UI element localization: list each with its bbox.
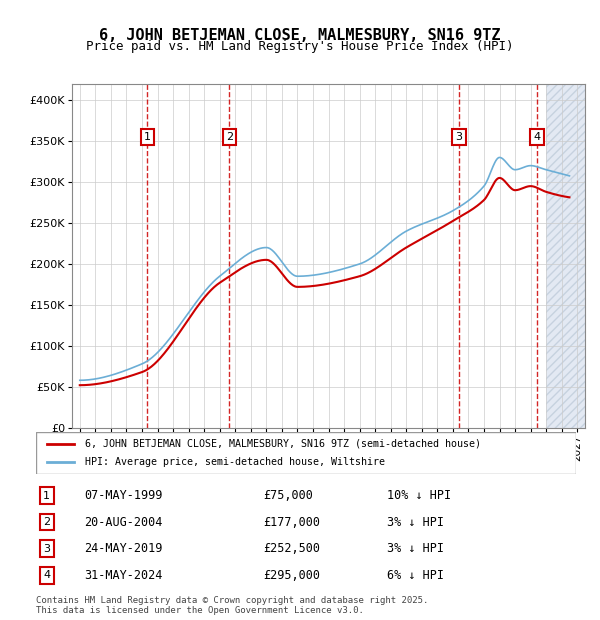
Text: 1: 1 [43,490,50,500]
Text: Contains HM Land Registry data © Crown copyright and database right 2025.
This d: Contains HM Land Registry data © Crown c… [36,596,428,615]
FancyBboxPatch shape [36,432,576,474]
Text: 10% ↓ HPI: 10% ↓ HPI [387,489,451,502]
Text: 31-MAY-2024: 31-MAY-2024 [85,569,163,582]
Text: 20-AUG-2004: 20-AUG-2004 [85,516,163,529]
Bar [546,84,585,428]
Text: 3: 3 [43,544,50,554]
Text: Price paid vs. HM Land Registry's House Price Index (HPI): Price paid vs. HM Land Registry's House … [86,40,514,53]
Text: 07-MAY-1999: 07-MAY-1999 [85,489,163,502]
Text: 4: 4 [533,132,541,142]
Text: £295,000: £295,000 [263,569,320,582]
Text: 6% ↓ HPI: 6% ↓ HPI [387,569,444,582]
Text: £75,000: £75,000 [263,489,313,502]
Text: £252,500: £252,500 [263,542,320,556]
Text: 3% ↓ HPI: 3% ↓ HPI [387,542,444,556]
Text: 2: 2 [226,132,233,142]
Text: 4: 4 [43,570,50,580]
Text: 6, JOHN BETJEMAN CLOSE, MALMESBURY, SN16 9TZ: 6, JOHN BETJEMAN CLOSE, MALMESBURY, SN16… [99,28,501,43]
Text: £177,000: £177,000 [263,516,320,529]
Text: 3: 3 [455,132,463,142]
Text: 2: 2 [43,517,50,527]
Text: 3% ↓ HPI: 3% ↓ HPI [387,516,444,529]
Text: 1: 1 [144,132,151,142]
Text: 24-MAY-2019: 24-MAY-2019 [85,542,163,556]
Text: 6, JOHN BETJEMAN CLOSE, MALMESBURY, SN16 9TZ (semi-detached house): 6, JOHN BETJEMAN CLOSE, MALMESBURY, SN16… [85,439,481,449]
Text: HPI: Average price, semi-detached house, Wiltshire: HPI: Average price, semi-detached house,… [85,458,385,467]
